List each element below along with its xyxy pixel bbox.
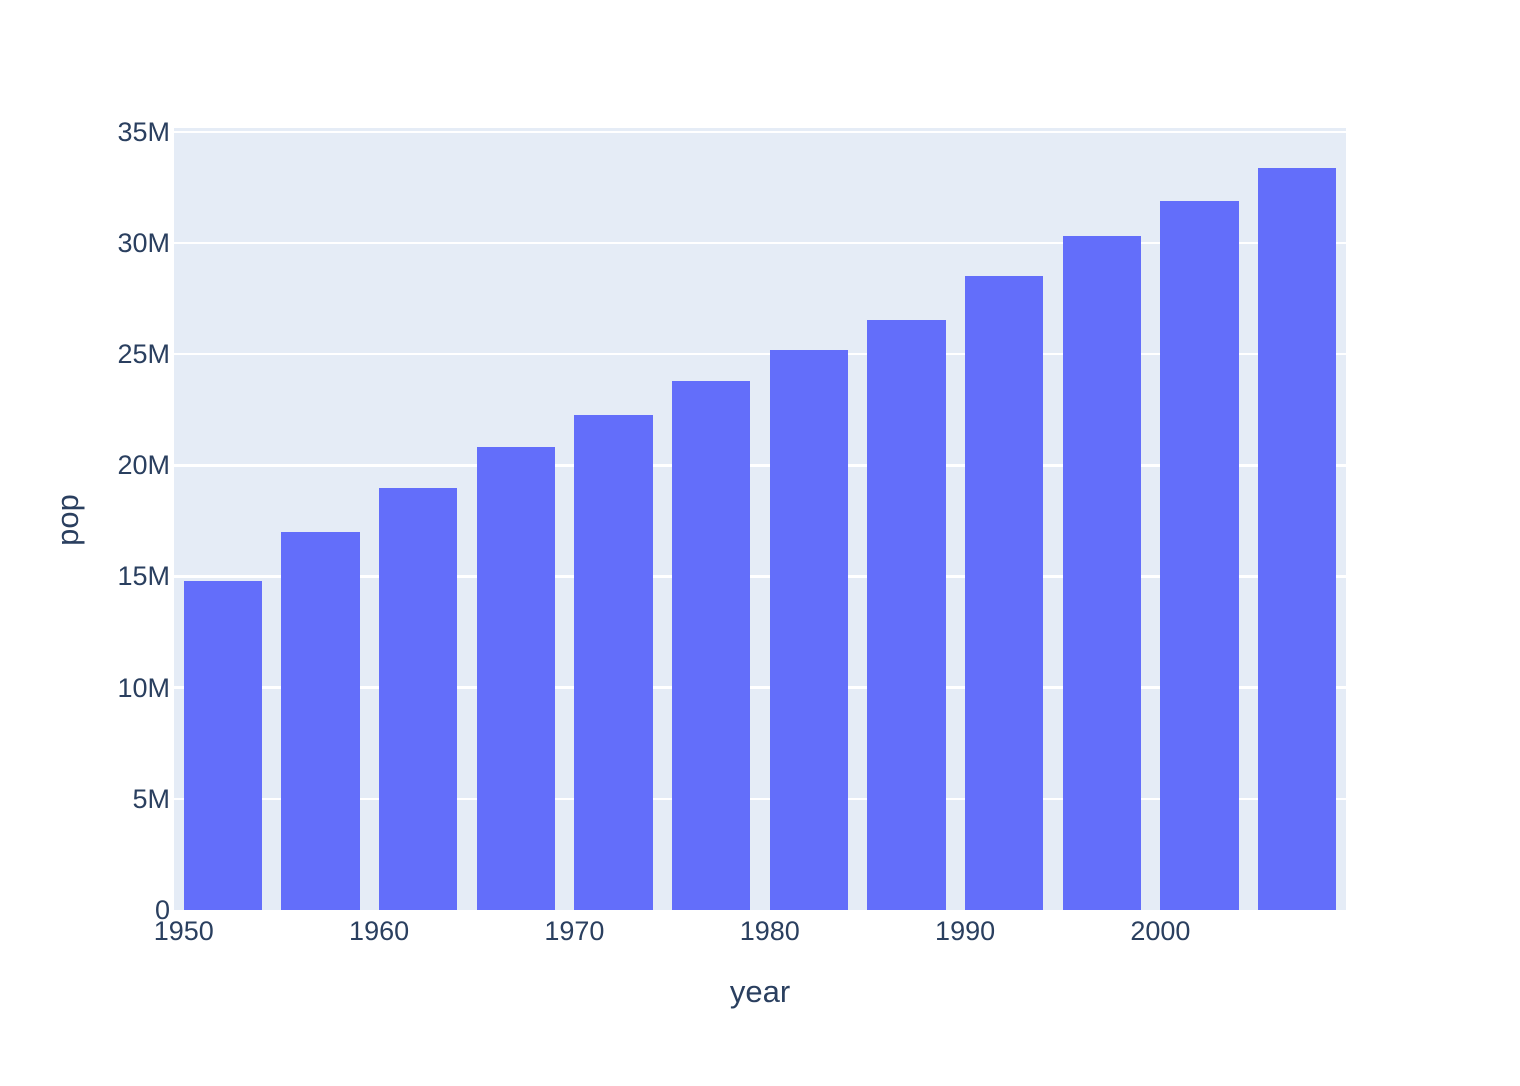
bar-1962[interactable] [379, 487, 458, 910]
bar-2002[interactable] [1160, 200, 1239, 910]
bar-1987[interactable] [867, 319, 946, 910]
x-tick-label-1960: 1960 [349, 916, 410, 946]
x-tick-label-1990: 1990 [935, 916, 996, 946]
x-tick-label-1970: 1970 [544, 916, 605, 946]
gridline-5M [174, 797, 1346, 801]
bar-1967[interactable] [476, 447, 555, 910]
plot-area [174, 128, 1346, 910]
y-tick-label-30M: 30M [117, 227, 170, 258]
y-tick-label-5M: 5M [132, 783, 170, 814]
y-axis-title: pop [50, 494, 85, 546]
x-axis-title: year [729, 974, 791, 1009]
x-tick-label-2000: 2000 [1130, 916, 1191, 946]
bar-1977[interactable] [672, 380, 751, 910]
y-tick-label-35M: 35M [117, 116, 170, 147]
x-tick-label-1950: 1950 [153, 916, 214, 946]
y-tick-label-15M: 15M [117, 561, 170, 592]
bar-1982[interactable] [769, 349, 848, 910]
gridline-15M [174, 575, 1346, 578]
bar-1952[interactable] [183, 581, 262, 910]
bar-2007[interactable] [1258, 167, 1337, 910]
bar-1957[interactable] [281, 531, 360, 910]
gridline-30M [174, 241, 1346, 245]
bar-1997[interactable] [1062, 236, 1141, 910]
gridline-25M [174, 352, 1346, 356]
gridline-10M [174, 686, 1346, 689]
gridline-35M [174, 130, 1346, 134]
y-tick-label-0: 0 [154, 895, 170, 925]
bar-1992[interactable] [965, 275, 1044, 910]
y-tick-label-10M: 10M [117, 672, 170, 703]
x-tick-label-1980: 1980 [739, 916, 800, 946]
y-tick-label-20M: 20M [117, 450, 170, 481]
y-tick-label-25M: 25M [117, 339, 170, 370]
gridline-20M [174, 464, 1346, 467]
bar-1972[interactable] [574, 414, 653, 910]
